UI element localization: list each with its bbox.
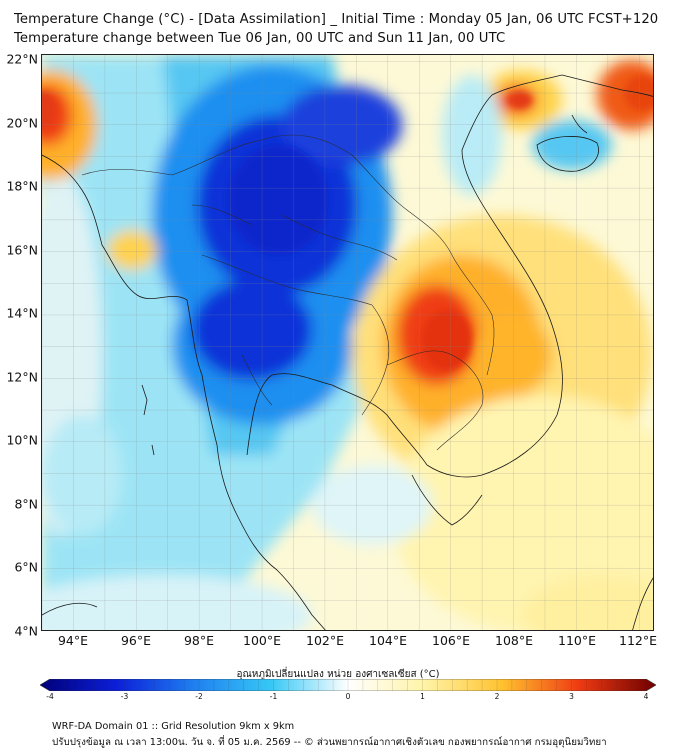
colorbar-tick-label: 0 [345,692,351,701]
colorbar-tick-label: 1 [420,692,425,701]
colorbar-ticks [64,679,632,691]
country-borders [81,134,495,451]
colorbar-tick-label: -2 [195,692,203,701]
lat-label-16n: 16°N [6,242,38,258]
colorbar-tick-label: 4 [643,692,649,701]
lon-label-96e: 96°E [120,633,152,648]
lon-label-104e: 104°E [368,633,408,648]
lat-label-4n: 4°N [14,623,38,639]
lat-label-10n: 10°N [6,432,38,448]
lat-label-14n: 14°N [6,305,38,321]
colorbar-tick-label: -3 [120,692,129,701]
colorbar-tick-label: -1 [269,692,278,701]
lon-label-98e: 98°E [183,633,215,648]
lat-label-12n: 12°N [6,369,38,385]
temperature-change-map [42,55,653,630]
lon-label-100e: 100°E [242,633,282,648]
lon-label-106e: 106°E [431,633,471,648]
lat-label-8n: 8°N [14,496,38,512]
map-subtitle: Temperature change between Tue 06 Jan, 0… [14,31,506,46]
lat-label-6n: 6°N [14,559,38,575]
colorbar-tick-label: 2 [494,692,500,701]
update-credit: ปรับปรุงข้อมูล ณ เวลา 13:00น. วัน จ. ที่… [52,737,607,748]
map-title: Temperature Change (°C) - [Data Assimila… [14,12,659,27]
coastlines [42,74,653,630]
colorbar [40,679,656,691]
model-info: WRF-DA Domain 01 :: Grid Resolution 9km … [52,721,295,732]
lon-label-94e: 94°E [57,633,89,648]
lat-label-22n: 22°N [6,51,38,67]
colorbar-tick-label: -4 [46,692,54,701]
colorbar-gradient [40,679,656,691]
colorbar-tick-label: 3 [569,692,574,701]
graticule [42,55,653,630]
map-panel [41,54,654,631]
lat-label-20n: 20°N [6,115,38,131]
lon-label-102e: 102°E [305,633,345,648]
lon-label-110e: 110°E [557,633,597,648]
lon-label-112e: 112°E [618,633,658,648]
colorbar-title: อุณหภูมิเปลี่ยนแปลง หน่วย องศาเซลเซียส (… [236,669,440,680]
lat-label-18n: 18°N [6,178,38,194]
lon-label-108e: 108°E [494,633,534,648]
field-detail [42,75,653,370]
